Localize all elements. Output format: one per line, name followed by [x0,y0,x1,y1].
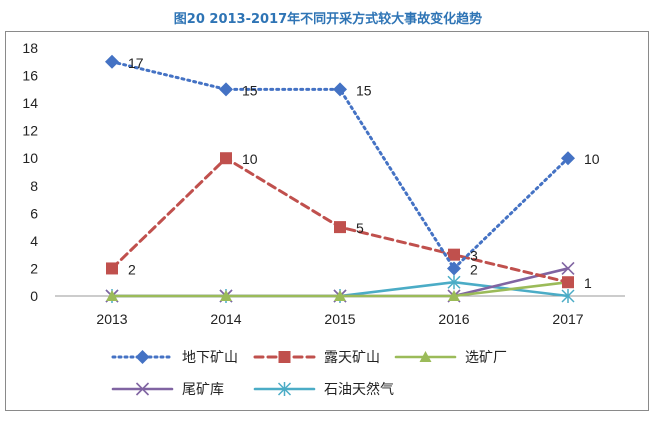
data-point [447,261,461,276]
y-tick-label: 4 [30,233,38,249]
legend-marker [135,350,150,364]
data-point [106,262,118,275]
legend-label: 尾矿库 [182,382,224,398]
x-tick-label: 2015 [324,311,355,327]
y-tick-label: 2 [30,260,38,276]
data-label: 15 [242,82,258,98]
y-tick-label: 6 [30,205,38,221]
legend-marker [277,382,292,396]
y-tick-label: 18 [22,40,38,56]
legend-label: 选矿厂 [465,350,507,366]
data-label: 10 [584,151,600,167]
data-label: 15 [356,82,372,98]
data-point [448,248,460,261]
data-label: 10 [242,151,258,167]
y-tick-label: 0 [30,288,38,304]
data-label: 3 [470,248,478,264]
data-point [334,290,346,301]
data-point [220,152,232,165]
data-label: 5 [356,220,364,236]
data-label: 1 [584,275,592,291]
data-point [447,275,461,290]
data-point [561,289,575,303]
legend-label: 地下矿山 [182,350,238,366]
data-point [220,290,232,301]
data-point [219,82,233,97]
y-tick-label: 14 [22,95,38,111]
data-point [561,261,575,276]
y-tick-label: 12 [22,123,38,139]
data-point [334,221,346,234]
data-point [333,82,347,97]
data-label: 17 [128,55,144,71]
legend-marker [419,351,432,362]
legend-label: 露天矿山 [324,350,380,366]
data-point [561,151,575,166]
data-point [105,54,119,69]
legend-label: 石油天然气 [324,381,394,398]
data-point [448,290,460,301]
y-tick-label: 10 [22,150,38,166]
data-point [106,290,118,301]
y-tick-label: 8 [30,178,38,194]
data-point [562,276,574,289]
legend-marker [278,351,291,363]
legend-marker [135,382,150,396]
series-line [110,156,570,284]
chart-title: 图20 2013-2017年不同开采方式较大事故变化趋势 [173,12,483,27]
x-tick-label: 2017 [552,311,583,327]
x-tick-label: 2013 [96,311,127,327]
data-label: 2 [470,261,478,277]
x-tick-label: 2016 [438,311,469,327]
data-label: 2 [128,261,136,277]
y-tick-label: 16 [22,68,38,84]
x-tick-label: 2014 [210,311,241,327]
